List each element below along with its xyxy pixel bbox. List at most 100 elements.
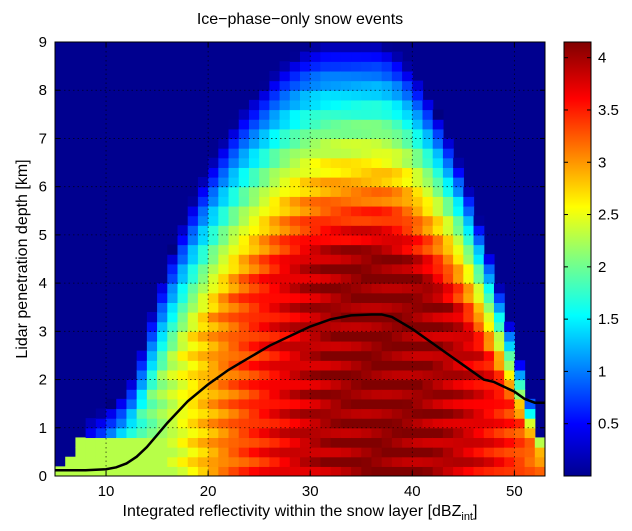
heatmap-cell bbox=[279, 177, 291, 188]
heatmap-cell bbox=[371, 225, 383, 236]
heatmap-cell bbox=[116, 437, 128, 448]
heatmap-cell bbox=[412, 350, 424, 361]
heatmap-cell bbox=[371, 292, 383, 303]
heatmap-cell bbox=[483, 263, 495, 275]
heatmap-cell bbox=[361, 331, 373, 342]
heatmap-cell bbox=[371, 244, 383, 255]
heatmap-cell bbox=[310, 70, 322, 82]
heatmap-cell bbox=[493, 418, 505, 429]
heatmap-cell bbox=[514, 437, 526, 448]
heatmap-cell bbox=[351, 437, 362, 448]
heatmap-cell bbox=[453, 205, 464, 217]
heatmap-cell bbox=[463, 350, 475, 361]
heatmap-cell bbox=[310, 148, 322, 159]
heatmap-cell bbox=[463, 331, 475, 342]
heatmap-cell bbox=[442, 225, 454, 236]
heatmap-cell bbox=[116, 398, 128, 410]
heatmap-cell bbox=[208, 331, 219, 342]
heatmap-cell bbox=[473, 456, 485, 467]
heatmap-cell bbox=[177, 234, 189, 246]
heatmap-cell bbox=[157, 389, 168, 400]
heatmap-cell bbox=[361, 418, 373, 429]
heatmap-cell bbox=[371, 283, 383, 294]
heatmap-cell bbox=[167, 427, 179, 439]
heatmap-cell bbox=[371, 312, 383, 323]
heatmap-cell bbox=[504, 456, 515, 467]
heatmap-cell bbox=[402, 360, 413, 371]
heatmap-cell bbox=[422, 225, 434, 236]
heatmap-cell bbox=[300, 350, 311, 361]
heatmap-cell bbox=[391, 205, 403, 217]
heatmap-cell bbox=[85, 466, 97, 476]
colorbar-tick-label: 3.5 bbox=[598, 102, 619, 119]
heatmap-cell bbox=[218, 350, 230, 361]
heatmap-cell bbox=[483, 466, 495, 476]
heatmap-cell bbox=[197, 254, 209, 265]
heatmap-cell bbox=[228, 157, 240, 168]
heatmap-cell bbox=[422, 157, 434, 168]
heatmap-cell bbox=[391, 99, 403, 111]
colorbar-tick-label: 2 bbox=[598, 259, 606, 276]
heatmap-cell bbox=[167, 379, 179, 390]
heatmap-cell bbox=[442, 273, 454, 284]
heatmap-cell bbox=[330, 70, 342, 82]
heatmap-cell bbox=[208, 321, 219, 332]
heatmap-cell bbox=[371, 177, 383, 188]
heatmap-cell bbox=[55, 466, 66, 476]
heatmap-cell bbox=[473, 418, 485, 429]
heatmap-cell bbox=[402, 456, 413, 467]
heatmap-cell bbox=[483, 350, 495, 361]
heatmap-cell bbox=[381, 418, 393, 429]
heatmap-cell bbox=[248, 292, 260, 303]
heatmap-cell bbox=[422, 379, 434, 390]
heatmap-cell bbox=[310, 466, 322, 476]
x-tick-label: 20 bbox=[200, 483, 217, 500]
heatmap-cell bbox=[371, 51, 383, 62]
heatmap-cell bbox=[320, 398, 332, 410]
heatmap-cell bbox=[371, 128, 383, 140]
heatmap-cell bbox=[167, 283, 179, 294]
heatmap-cell bbox=[514, 466, 526, 476]
heatmap-cell bbox=[310, 263, 322, 275]
heatmap-cell bbox=[300, 389, 311, 400]
heatmap-cell bbox=[402, 312, 413, 323]
heatmap-cell bbox=[300, 119, 311, 130]
heatmap-cell bbox=[473, 437, 485, 448]
heatmap-cell bbox=[371, 466, 383, 476]
heatmap-cell bbox=[483, 437, 495, 448]
heatmap-cell bbox=[289, 340, 301, 352]
heatmap-cell bbox=[116, 447, 128, 458]
heatmap-cell bbox=[453, 456, 464, 467]
heatmap-cell bbox=[371, 61, 383, 72]
heatmap-cell bbox=[136, 408, 148, 419]
heatmap-cell bbox=[177, 254, 189, 265]
heatmap-cell bbox=[259, 369, 270, 381]
heatmap-cell bbox=[351, 447, 362, 458]
heatmap-cell bbox=[330, 398, 342, 410]
heatmap-cell bbox=[187, 398, 199, 410]
heatmap-cell bbox=[330, 80, 342, 91]
heatmap-cell bbox=[228, 398, 240, 410]
heatmap-cell bbox=[300, 360, 311, 371]
heatmap-cell bbox=[269, 273, 281, 284]
heatmap-cell bbox=[259, 109, 270, 120]
heatmap-cell bbox=[259, 157, 270, 168]
heatmap-cell bbox=[187, 215, 199, 226]
heatmap-cell bbox=[381, 302, 393, 313]
heatmap-cell bbox=[493, 427, 505, 439]
heatmap-cell bbox=[218, 148, 230, 159]
heatmap-cell bbox=[218, 225, 230, 236]
heatmap-cell bbox=[300, 408, 311, 419]
heatmap-cell bbox=[340, 70, 352, 82]
heatmap-cell bbox=[351, 379, 362, 390]
heatmap-cell bbox=[412, 109, 424, 120]
heatmap-cell bbox=[177, 437, 189, 448]
heatmap-cell bbox=[361, 312, 373, 323]
heatmap-cell bbox=[208, 283, 219, 294]
heatmap-cell bbox=[85, 427, 97, 439]
heatmap-cell bbox=[248, 186, 260, 197]
heatmap-cell bbox=[330, 273, 342, 284]
heatmap-cell bbox=[351, 61, 362, 72]
heatmap-cell bbox=[371, 418, 383, 429]
heatmap-cell bbox=[248, 447, 260, 458]
